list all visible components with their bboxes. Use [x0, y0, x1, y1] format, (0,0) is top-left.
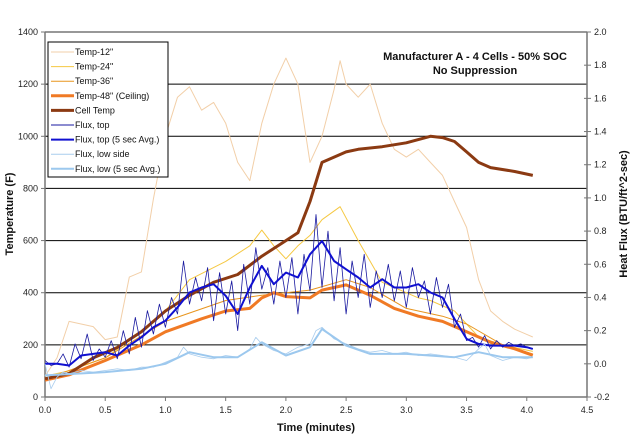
legend-label: Temp-36" [75, 76, 113, 86]
y2-tick-label: 0.6 [594, 259, 607, 269]
y-tick-label: 200 [23, 340, 38, 350]
y2-tick-label: 0.2 [594, 326, 607, 336]
x-tick-label: 1.5 [219, 405, 232, 415]
y2-tick-label: 1.4 [594, 127, 607, 137]
y2-tick-label: 0.8 [594, 226, 607, 236]
x-tick-label: 4.0 [521, 405, 534, 415]
axes: 0 200 400 600 800 1000 1200 1400 -0.2 0.0 0.2 0.4 0.… [18, 27, 610, 415]
series-line-6 [45, 240, 534, 367]
legend-label: Temp-48" (Ceiling) [75, 91, 149, 101]
y-tick-label: 600 [23, 236, 38, 246]
x-tick-label: 3.0 [400, 405, 413, 415]
y-tick-label: 1400 [18, 27, 38, 37]
y2-tick-label: 2.0 [594, 27, 607, 37]
y2-tick-label: 0.4 [594, 292, 607, 302]
chart-subtitle: No Suppression [433, 65, 518, 77]
legend-label: Flux, top (5 sec Avg.) [75, 135, 159, 145]
legend: Temp-12" Temp-24" Temp-36" Temp-48" (Ceilin… [47, 41, 169, 178]
series-line-0 [44, 57, 533, 377]
series-lines [44, 57, 534, 390]
series-line-5 [44, 214, 533, 368]
y-tick-label: 0 [33, 392, 38, 402]
x-tick-label: 1.0 [159, 405, 172, 415]
y-tick-label: 800 [23, 183, 38, 193]
legend-label: Temp-24" [75, 62, 113, 72]
x-axis-label: Time (minutes) [277, 422, 355, 434]
legend-label: Flux, low (5 sec Avg.) [75, 164, 160, 174]
y2-tick-label: 1.2 [594, 160, 607, 170]
y2-tick-label: 1.6 [594, 93, 607, 103]
series-line-1 [44, 206, 533, 377]
y2-tick-label: -0.2 [594, 392, 610, 402]
y-axis-label: Temperature (F) [4, 172, 16, 255]
x-tick-label: 3.5 [460, 405, 473, 415]
y2-tick-label: 1.8 [594, 60, 607, 70]
x-tick-label: 2.5 [340, 405, 353, 415]
series-line-4 [44, 134, 534, 381]
x-tick-label: 0.0 [39, 405, 52, 415]
y-tick-label: 1000 [18, 131, 38, 141]
legend-label: Temp-12" [75, 47, 113, 57]
x-tick-label: 2.0 [280, 405, 293, 415]
chart-title: Manufacturer A - 4 Cells - 50% SOC [383, 51, 567, 63]
series-line-7 [44, 326, 533, 390]
y2-tick-label: 1.0 [594, 193, 607, 203]
legend-label: Cell Temp [75, 105, 115, 115]
x-tick-label: 0.5 [99, 405, 112, 415]
series-line-8 [44, 328, 533, 377]
legend-label: Flux, top [75, 120, 110, 130]
y2-tick-label: 0.0 [594, 359, 607, 369]
y-tick-label: 400 [23, 288, 38, 298]
x-tick-label: 4.5 [581, 405, 594, 415]
y-tick-label: 1200 [18, 79, 38, 89]
legend-label: Flux, low side [75, 149, 130, 159]
y2-axis-label: Heat Flux (BTU/ft^2-sec) [618, 150, 630, 278]
title-box: Manufacturer A - 4 Cells - 50% SOC No Su… [383, 51, 567, 77]
